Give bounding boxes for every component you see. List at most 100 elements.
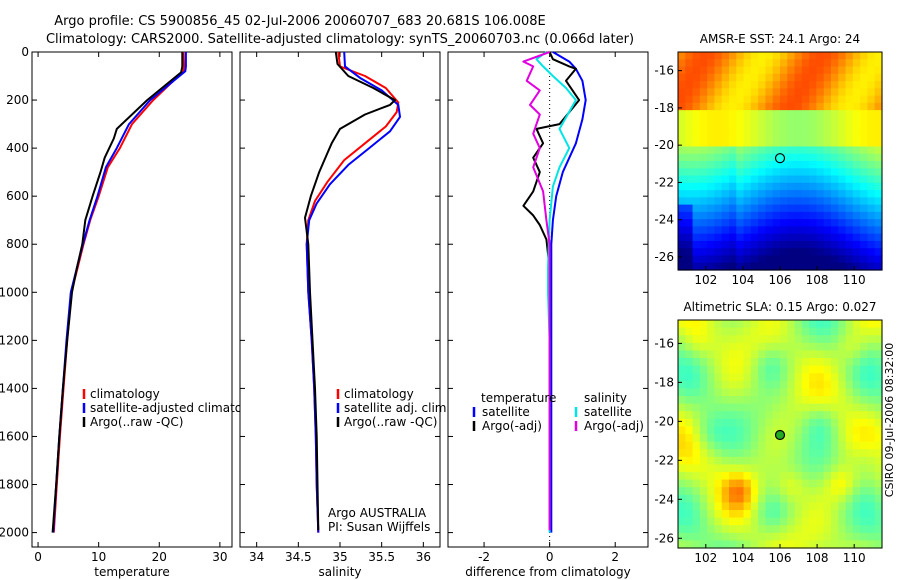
sst_map-heatmap-cell [707, 204, 716, 213]
sst_map-heatmap-cell [721, 233, 730, 242]
sst_map-heatmap-cell [707, 211, 716, 220]
sst_map-heatmap-cell [765, 131, 774, 140]
sla_map-heatmap-cell [874, 434, 883, 443]
sla_map-heatmap-cell [794, 487, 803, 496]
sst_map-heatmap-cell [794, 204, 803, 213]
sla_map-heatmap-cell [721, 350, 730, 359]
temperature-ytick-label: 2000 [0, 526, 29, 540]
sla_map-heatmap-cell [758, 532, 767, 541]
sst_map-heatmap-cell [772, 153, 781, 162]
sla_map-heatmap-cell [787, 517, 796, 526]
sst_map-heatmap-cell [758, 226, 767, 235]
sst_map-heatmap-cell [692, 182, 701, 191]
sla_map-heatmap-cell [787, 464, 796, 473]
sst_map-heatmap-cell [707, 81, 716, 89]
sla_map-heatmap-cell [874, 335, 883, 344]
sst_map-heatmap-cell [787, 168, 796, 177]
sst_map-heatmap-cell [794, 226, 803, 235]
sst_map-heatmap-cell [867, 262, 876, 271]
sla_map-heatmap-cell [692, 335, 701, 344]
sla_map-heatmap-cell [794, 456, 803, 465]
sst_map-heatmap-cell [816, 59, 825, 68]
sla_map-heatmap-cell [692, 532, 701, 541]
sst_map-heatmap-cell [801, 219, 810, 227]
sla_map-heatmap-cell [772, 487, 781, 496]
sst_map-heatmap-cell [758, 204, 767, 213]
sst_map-heatmap-cell [831, 211, 839, 220]
sla_map-heatmap-cell [838, 487, 847, 496]
sst_map-heatmap-cell [809, 95, 818, 104]
sst_map-heatmap-cell [692, 255, 701, 264]
sst_map-heatmap-cell [758, 59, 767, 68]
sla_map-heatmap-cell [685, 358, 694, 367]
sla_map-heatmap-cell [758, 434, 767, 443]
sla_map-heatmap-cell [809, 358, 818, 367]
sla_map-heatmap-cell [874, 517, 883, 526]
sst_map-heatmap-cell [809, 190, 818, 198]
sst_map-heatmap-cell [714, 146, 723, 155]
sst_map-heatmap-cell [867, 153, 876, 162]
salinity-xtick-label: 35 [332, 550, 347, 564]
sst_map-heatmap-cell [721, 117, 730, 126]
sla_map-heatmap-cell [765, 464, 774, 473]
sla_map-heatmap-cell [780, 517, 788, 526]
sst_map-heatmap-cell [780, 124, 788, 133]
sst_map-heatmap-cell [780, 226, 788, 235]
sst_map-heatmap-cell [823, 255, 832, 264]
sst_map-heatmap-cell [707, 88, 716, 97]
sst_map-heatmap-cell [794, 110, 803, 118]
sla_map-heatmap-cell [860, 418, 869, 427]
sst_map-heatmap-cell [874, 88, 883, 97]
sst_map-heatmap-cell [765, 139, 774, 148]
sla_map-heatmap-cell [750, 449, 759, 458]
sla_map-heatmap-cell [867, 418, 876, 427]
sla_map-heatmap-cell [809, 342, 818, 351]
sla_map-heatmap-cell [772, 441, 781, 450]
sst_map-heatmap-cell [750, 59, 759, 68]
sla_map-heatmap-cell [692, 380, 701, 389]
sst_map-heatmap-cell [823, 204, 832, 213]
sst_map-heatmap-cell [874, 240, 883, 249]
sla_map-heatmap-cell [765, 517, 774, 526]
sst_map-heatmap-cell [816, 175, 825, 184]
sla_map-heatmap-cell [874, 358, 883, 367]
sla_map-heatmap-cell [772, 502, 781, 511]
sst_map-heatmap-cell [685, 219, 694, 227]
sst_map-heatmap-cell [729, 197, 737, 206]
sst_map-heatmap-cell [765, 102, 774, 111]
sst_map-xtick-label: 106 [769, 273, 792, 287]
sla_map-heatmap-cell [794, 335, 803, 344]
sst_map-heatmap-cell [692, 73, 701, 82]
sst_map-heatmap-cell [874, 73, 883, 82]
sst_map-heatmap-cell [809, 88, 818, 97]
sla_map-heatmap-cell [699, 411, 708, 420]
sst_map-heatmap-cell [750, 95, 759, 104]
sla_map-heatmap-cell [838, 335, 847, 344]
difference-xtick-label: -2 [478, 550, 490, 564]
sst_map-heatmap-cell [874, 66, 883, 75]
sst_map-heatmap-cell [867, 248, 876, 257]
sst_map-heatmap-cell [852, 262, 861, 271]
sla_map-heatmap-cell [758, 342, 767, 351]
sla_map-heatmap-cell [838, 327, 847, 336]
sst_map-heatmap-cell [831, 95, 839, 104]
sla_map-heatmap-cell [765, 327, 774, 336]
sst_map-heatmap-cell [860, 262, 869, 271]
sst_map-heatmap-cell [787, 219, 796, 227]
sla_map-heatmap-cell [750, 418, 759, 427]
sla_map-heatmap-cell [750, 411, 759, 420]
sla_map-heatmap-cell [831, 434, 839, 443]
sla_map-heatmap-cell [758, 479, 767, 488]
sla_map-heatmap-cell [860, 464, 869, 473]
difference-xtick-label: 2 [611, 550, 619, 564]
sla_map-heatmap-cell [867, 380, 876, 389]
sla_map-heatmap-cell [867, 388, 876, 397]
sla_map-heatmap-cell [809, 320, 818, 329]
sla_map-heatmap-cell [852, 365, 861, 374]
sst_map-heatmap-cell [758, 102, 767, 111]
sla_map-heatmap-cell [794, 434, 803, 443]
sla_map-heatmap-cell [823, 479, 832, 488]
sla_map-heatmap-cell [750, 342, 759, 351]
sla_map-heatmap-cell [707, 388, 716, 397]
sla_map-heatmap-cell [714, 479, 723, 488]
